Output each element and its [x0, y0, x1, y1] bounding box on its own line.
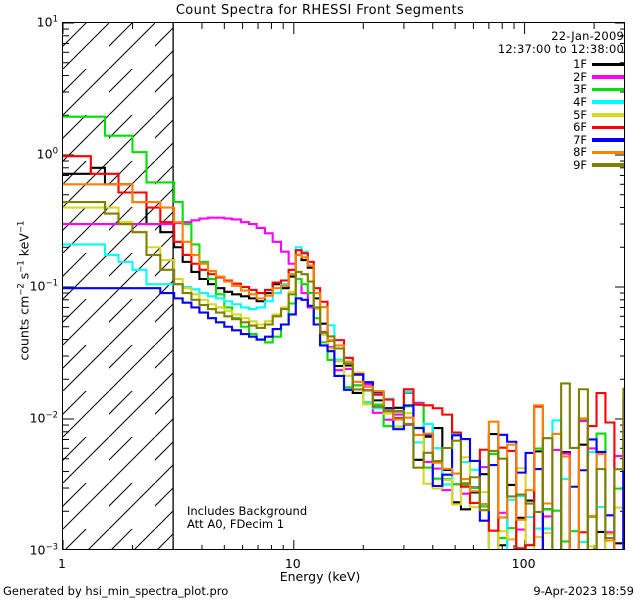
legend-entry-2f: 2F	[498, 71, 624, 84]
legend-label: 4F	[573, 94, 587, 109]
spectrum-line-6f	[63, 155, 624, 549]
x-axis-title: Energy (keV)	[279, 569, 361, 584]
annotation-line-1: Includes Background	[187, 504, 308, 518]
y-tick-label-2: 10−1	[29, 278, 58, 294]
legend-entry-7f: 7F	[498, 134, 624, 147]
legend-entry-3f: 3F	[498, 83, 624, 96]
plot-area	[62, 22, 625, 550]
y-axis-title: counts cm−2 s−1 keV−1	[16, 220, 32, 361]
legend-color-swatch	[592, 62, 624, 67]
legend-label: 8F	[573, 145, 587, 160]
y-tick-label-3: 10−2	[29, 410, 58, 426]
spectrum-line-8f	[63, 183, 616, 549]
x-tick-label-2: 100	[511, 556, 536, 571]
legend-color-swatch	[592, 113, 624, 117]
legend-label: 9F	[573, 157, 587, 172]
y-tick-label-1: 100	[36, 146, 58, 162]
legend-color-swatch	[592, 100, 624, 105]
legend-label: 5F	[573, 107, 587, 122]
legend-color-swatch	[592, 163, 624, 168]
legend-label: 6F	[573, 120, 587, 135]
legend-date: 22-Jan-2009	[551, 29, 624, 43]
y-tick-label-0: 101	[36, 14, 58, 30]
y-tick-label-4: 10−3	[29, 542, 58, 558]
x-tick-label-0: 1	[58, 556, 66, 571]
legend-color-swatch	[592, 87, 624, 92]
spectra-svg	[63, 23, 624, 549]
legend-entry-9f: 9F	[498, 159, 624, 172]
legend-entry-5f: 5F	[498, 107, 624, 122]
plot-annotation: Includes Background Att A0, FDecim 1	[187, 505, 307, 530]
legend-entries: 1F 2F 3F 4F 5F 6F 7F 8F 9F	[498, 58, 624, 171]
legend-color-swatch	[592, 75, 624, 79]
legend-time-range: 12:37:00 to 12:38:00	[497, 41, 624, 56]
x-axis-tick-labels: 1 10 100	[0, 556, 640, 574]
footer-timestamp: 9-Apr-2023 18:59	[533, 584, 634, 598]
annotation-line-2: Att A0, FDecim 1	[187, 516, 285, 531]
legend-entry-4f: 4F	[498, 96, 624, 109]
legend-label: 2F	[573, 69, 587, 84]
legend-entry-1f: 1F	[498, 58, 624, 71]
x-tick-label-1: 10	[284, 556, 301, 571]
legend-color-swatch	[592, 138, 624, 142]
legend-entry-6f: 6F	[498, 121, 624, 134]
legend-label: 1F	[573, 57, 587, 72]
legend-label: 3F	[573, 82, 587, 97]
spectrum-line-7f	[63, 287, 624, 549]
legend-entry-8f: 8F	[498, 146, 624, 159]
page-title: Count Spectra for RHESSI Front Segments	[175, 3, 465, 18]
legend-color-swatch	[592, 125, 624, 130]
footer-generated-by: Generated by hsi_min_spectra_plot.pro	[3, 584, 229, 598]
y-axis-tick-labels: 101 100 10−1 10−2 10−3	[0, 0, 58, 600]
legend-label: 7F	[573, 132, 587, 147]
spectrum-line-9f	[63, 201, 624, 549]
legend: 22-Jan-2009 12:37:00 to 12:38:00 1F 2F 3F 4…	[498, 30, 624, 172]
legend-color-swatch	[592, 150, 624, 155]
